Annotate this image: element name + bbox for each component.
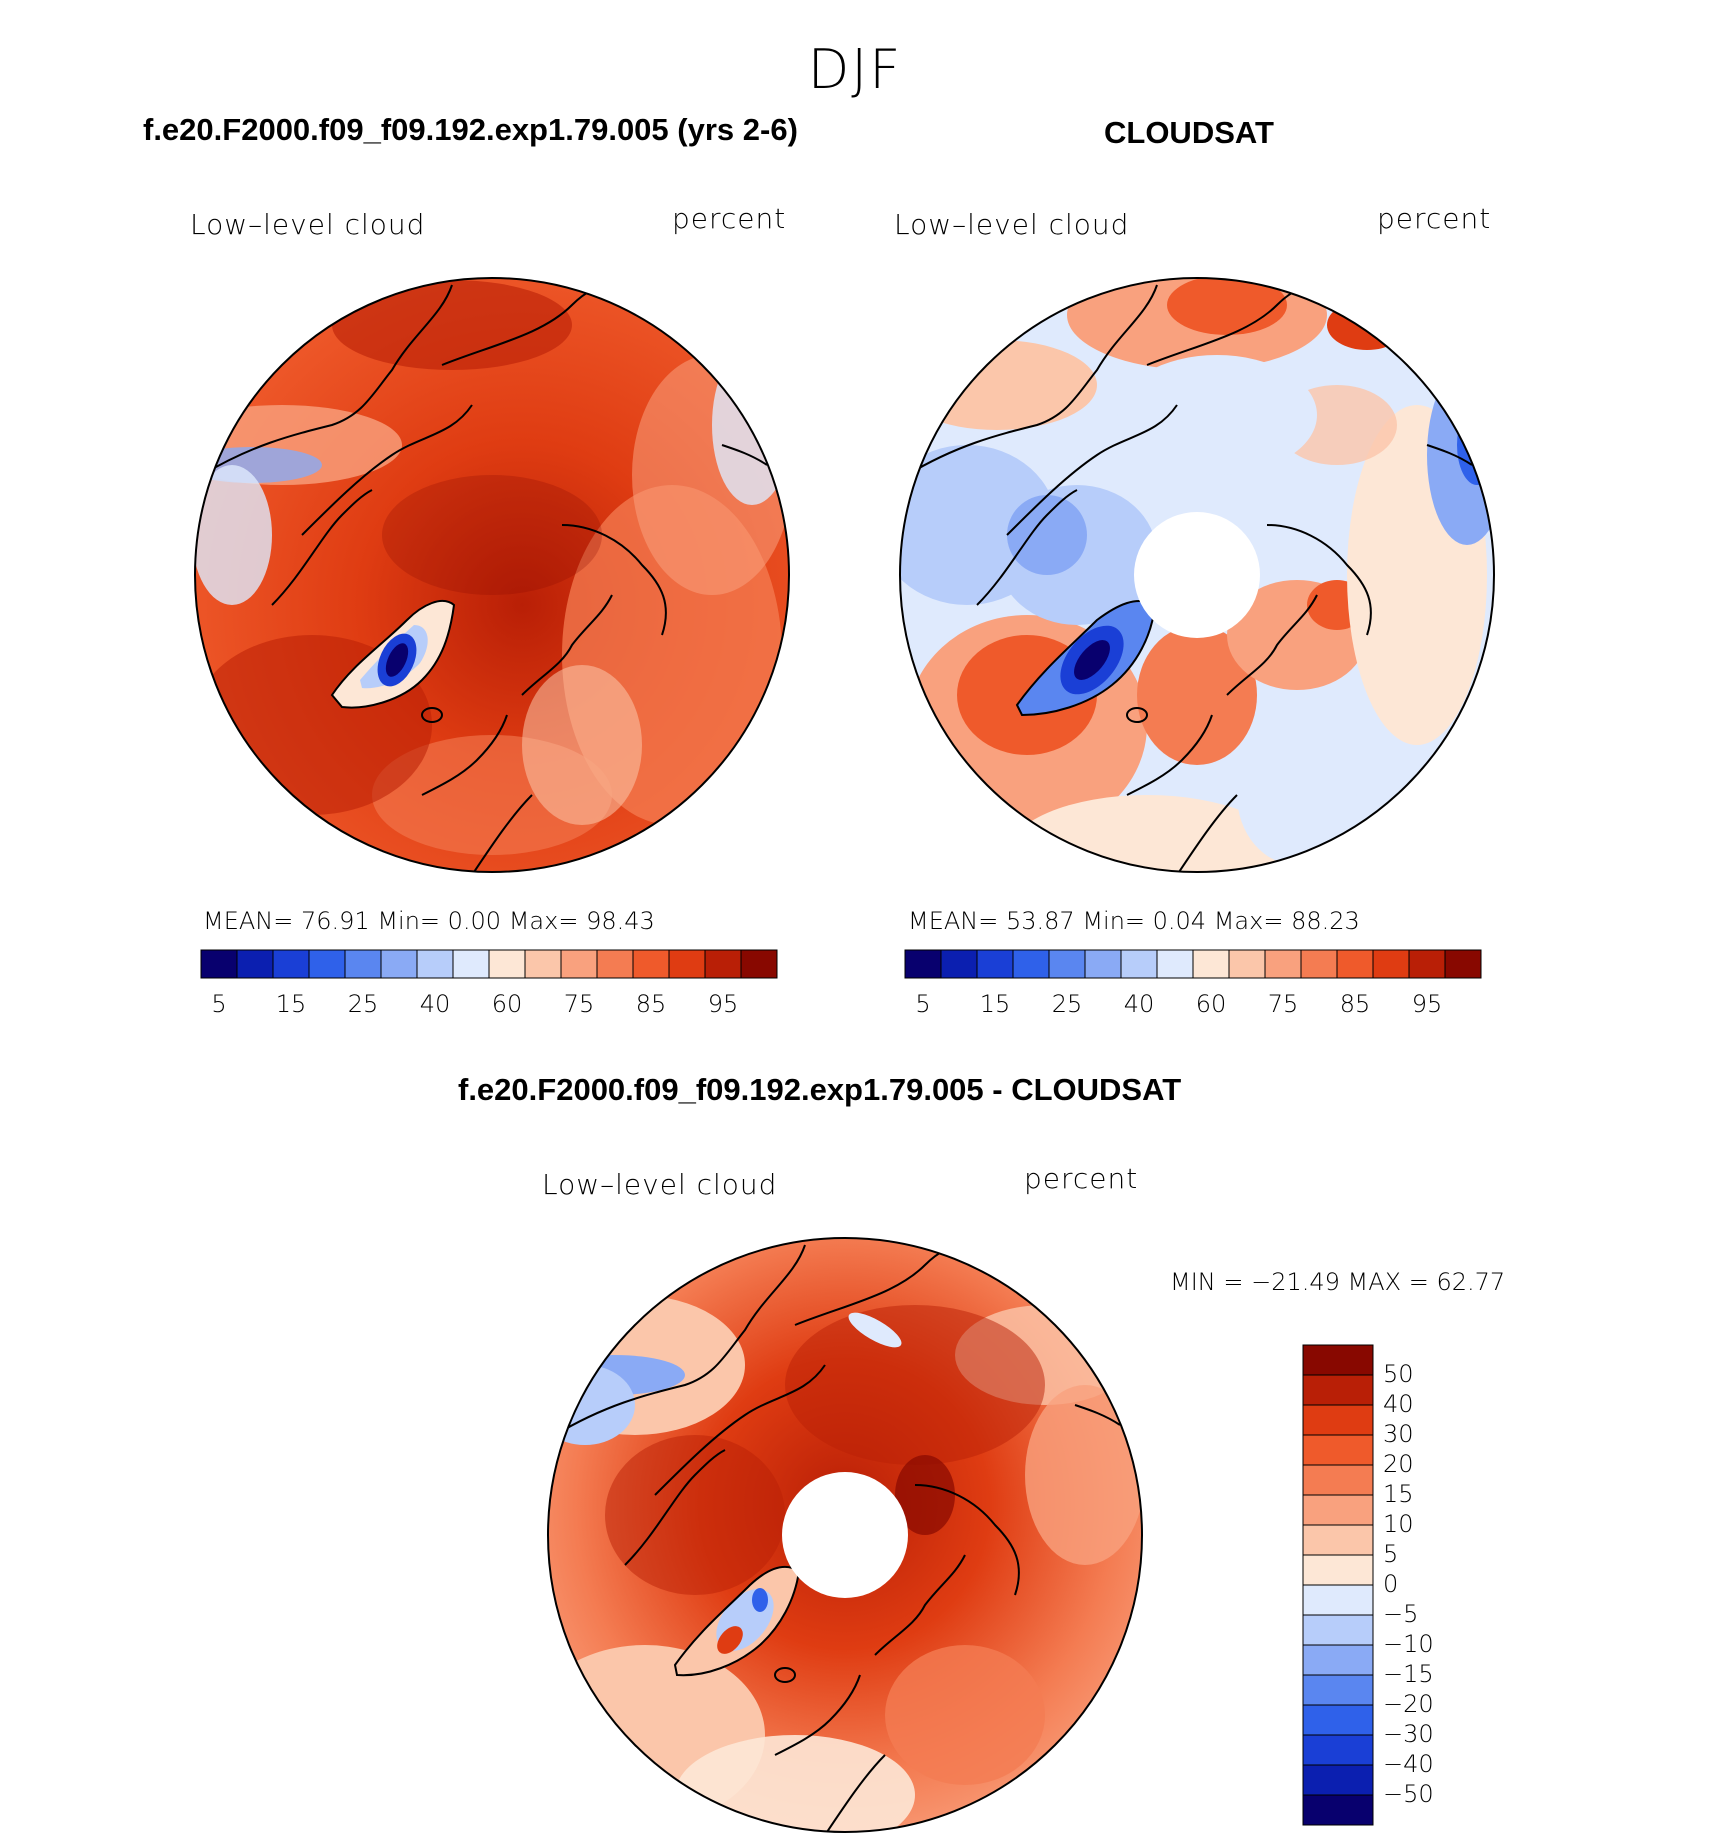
polar-map-model [194, 277, 790, 873]
colorbar-cell [1302, 1464, 1374, 1496]
colorbar-tick-label: 15 [979, 990, 1011, 1018]
colorbar-cell [940, 949, 978, 979]
panel-stats-model: MEAN= 76.91 Min= 0.00 Max= 98.43 [203, 907, 655, 935]
panel-units-obs: percent [1377, 202, 1492, 235]
colorbar-cell [1302, 1764, 1374, 1796]
colorbar-cell [308, 949, 346, 979]
colorbar-cell [416, 949, 454, 979]
colorbar-cell [1302, 1554, 1374, 1586]
colorbar-cell [1302, 1584, 1374, 1616]
colorbar-tick-label: −20 [1383, 1690, 1434, 1718]
colorbar-cell [1156, 949, 1194, 979]
panel-title-obs: CLOUDSAT [1104, 115, 1274, 150]
colorbar-cell [596, 949, 634, 979]
colorbar-tick-label: 20 [1383, 1450, 1414, 1478]
colorbar-tick-label: −50 [1383, 1780, 1434, 1808]
colorbar-tick-label: 25 [347, 990, 379, 1018]
colorbar-tick-label: −15 [1383, 1660, 1434, 1688]
colorbar-cell [1302, 1374, 1374, 1406]
colorbar-model [200, 949, 778, 979]
colorbar-cell [380, 949, 418, 979]
colorbar-tick-label: 40 [1123, 990, 1155, 1018]
colorbar-cell [1302, 1674, 1374, 1706]
polar-map-obs [899, 277, 1495, 873]
colorbar-tick-label: 60 [1195, 990, 1227, 1018]
colorbar-cell [1302, 1644, 1374, 1676]
panel-units-diff: percent [1024, 1162, 1139, 1195]
colorbar-cell [632, 949, 670, 979]
colorbar-tick-label: 25 [1051, 990, 1083, 1018]
polar-map-diff [547, 1237, 1143, 1833]
colorbar-obs [904, 949, 1482, 979]
colorbar-tick-label: 5 [211, 990, 227, 1018]
panel-left-label-diff: Low–level cloud [542, 1168, 778, 1201]
colorbar-tick-label: 95 [707, 990, 739, 1018]
colorbar-cell [1302, 1794, 1374, 1826]
colorbar-cell [488, 949, 526, 979]
colorbar-tick-label: 60 [491, 990, 523, 1018]
colorbar-cell [1084, 949, 1122, 979]
panel-left-label-obs: Low–level cloud [894, 208, 1130, 241]
colorbar-tick-label: 5 [915, 990, 931, 1018]
colorbar-cell [1444, 949, 1482, 979]
colorbar-cell [236, 949, 274, 979]
colorbar-tick-label: −30 [1383, 1720, 1434, 1748]
colorbar-tick-label: −10 [1383, 1630, 1434, 1658]
colorbar-tick-label: 15 [275, 990, 307, 1018]
colorbar-cell [1302, 1524, 1374, 1556]
colorbar-cell [904, 949, 942, 979]
colorbar-cell [1192, 949, 1230, 979]
panel-stats-diff: MIN = −21.49 MAX = 62.77 [1170, 1268, 1506, 1296]
colorbar-cell [976, 949, 1014, 979]
colorbar-tick-label: −5 [1383, 1600, 1419, 1628]
colorbar-cell [1264, 949, 1302, 979]
colorbar-cell [272, 949, 310, 979]
colorbar-cell [1302, 1734, 1374, 1766]
colorbar-tick-label: 75 [1267, 990, 1299, 1018]
colorbar-cell [668, 949, 706, 979]
colorbar-cell [1228, 949, 1266, 979]
colorbar-cell [704, 949, 742, 979]
colorbar-cell [1120, 949, 1158, 979]
colorbar-cell [1302, 1404, 1374, 1436]
colorbar-cell [524, 949, 562, 979]
colorbar-tick-label: 95 [1411, 990, 1443, 1018]
difference-title: f.e20.F2000.f09_f09.192.exp1.79.005 - CL… [458, 1072, 1182, 1107]
colorbar-tick-label: 5 [1383, 1540, 1399, 1568]
colorbar-cell [1048, 949, 1086, 979]
colorbar-cell [452, 949, 490, 979]
colorbar-cell [1372, 949, 1410, 979]
colorbar-cell [560, 949, 598, 979]
colorbar-tick-label: 85 [1339, 990, 1371, 1018]
colorbar-tick-label: 10 [1383, 1510, 1414, 1538]
panel-stats-obs: MEAN= 53.87 Min= 0.04 Max= 88.23 [908, 907, 1360, 935]
colorbar-cell [1302, 1434, 1374, 1466]
colorbar-cell [344, 949, 382, 979]
colorbar-tick-label: −40 [1383, 1750, 1434, 1778]
colorbar-tick-label: 30 [1383, 1420, 1414, 1448]
colorbar-tick-label: 15 [1383, 1480, 1414, 1508]
season-title: DJF [807, 38, 903, 101]
colorbar-cell [200, 949, 238, 979]
colorbar-tick-label: 85 [635, 990, 667, 1018]
colorbar-cell [1302, 1494, 1374, 1526]
colorbar-cell [1302, 1614, 1374, 1646]
colorbar-cell [740, 949, 778, 979]
colorbar-tick-label: 40 [1383, 1390, 1414, 1418]
colorbar-cell [1336, 949, 1374, 979]
panel-left-label-model: Low–level cloud [190, 208, 426, 241]
colorbar-tick-label: 40 [419, 990, 451, 1018]
panel-units-model: percent [672, 202, 787, 235]
colorbar-cell [1302, 1344, 1374, 1376]
colorbar-cell [1408, 949, 1446, 979]
colorbar-tick-label: 50 [1383, 1360, 1414, 1388]
colorbar-cell [1300, 949, 1338, 979]
panel-title-model: f.e20.F2000.f09_f09.192.exp1.79.005 (yrs… [143, 112, 798, 147]
colorbar-tick-label: 75 [563, 990, 595, 1018]
colorbar-diff [1302, 1344, 1374, 1826]
colorbar-cell [1302, 1704, 1374, 1736]
colorbar-tick-label: 0 [1383, 1570, 1399, 1598]
colorbar-cell [1012, 949, 1050, 979]
